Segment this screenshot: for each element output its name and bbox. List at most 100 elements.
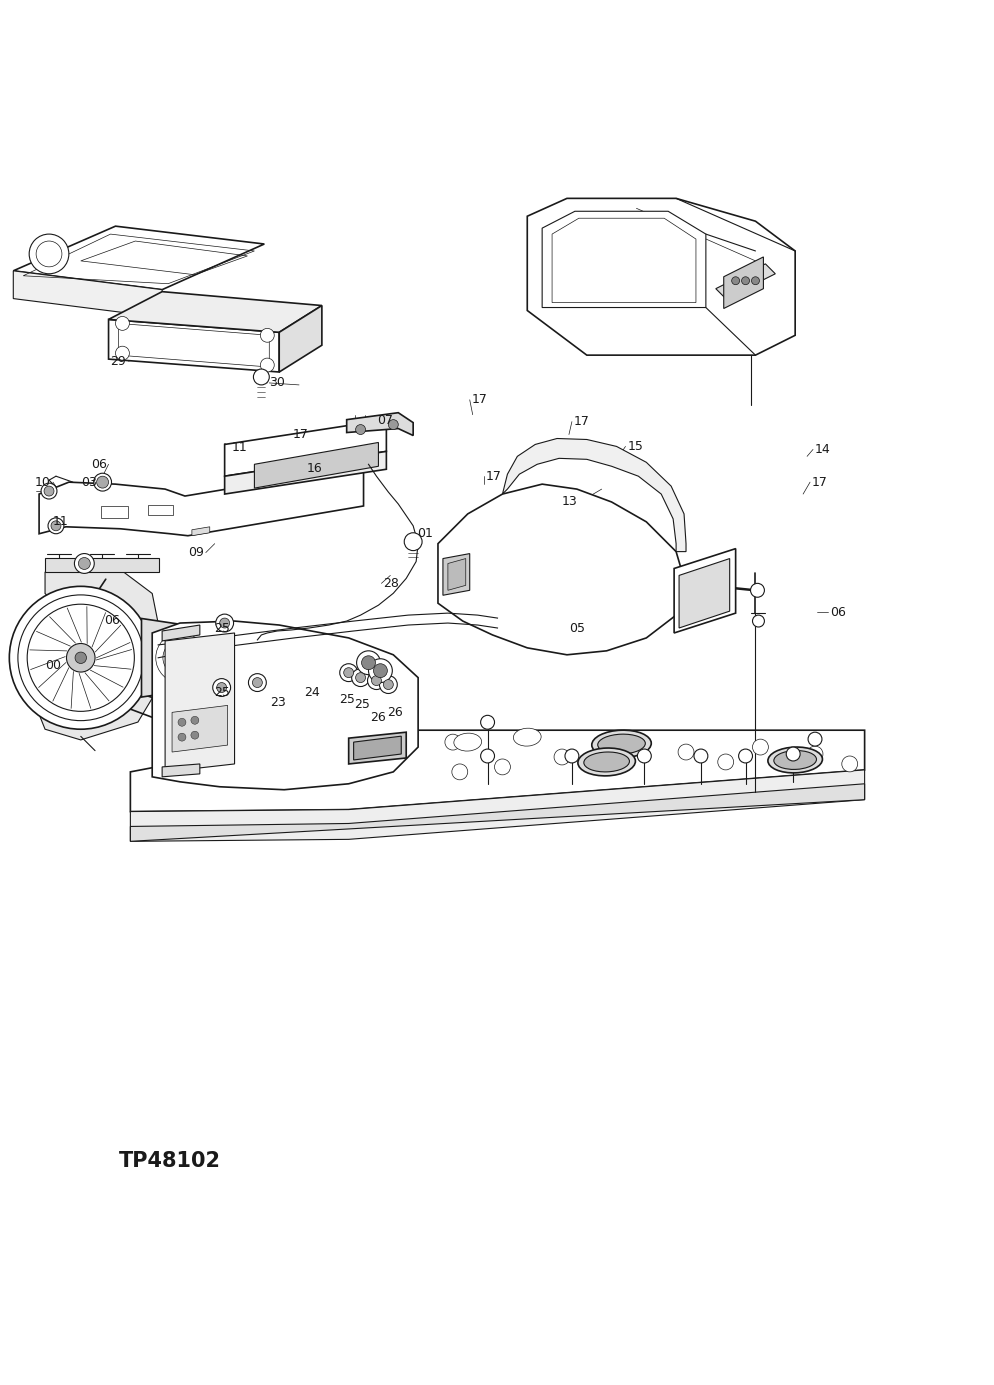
Circle shape bbox=[355, 425, 365, 435]
Circle shape bbox=[361, 655, 375, 670]
Text: 26: 26 bbox=[370, 711, 386, 724]
Text: 05: 05 bbox=[569, 622, 584, 634]
Text: 06: 06 bbox=[104, 614, 120, 626]
Text: 24: 24 bbox=[304, 686, 319, 699]
Circle shape bbox=[841, 756, 857, 771]
Polygon shape bbox=[723, 256, 762, 309]
Circle shape bbox=[248, 673, 266, 691]
Polygon shape bbox=[353, 737, 401, 760]
Polygon shape bbox=[172, 705, 228, 752]
Polygon shape bbox=[447, 558, 465, 590]
Polygon shape bbox=[130, 770, 864, 841]
Circle shape bbox=[751, 615, 763, 627]
Circle shape bbox=[383, 680, 393, 690]
Polygon shape bbox=[542, 212, 705, 307]
Text: 14: 14 bbox=[814, 443, 830, 456]
Polygon shape bbox=[279, 306, 321, 373]
Polygon shape bbox=[254, 442, 378, 488]
Circle shape bbox=[749, 583, 763, 597]
Circle shape bbox=[44, 486, 54, 496]
Text: 00: 00 bbox=[45, 659, 61, 672]
Circle shape bbox=[355, 673, 365, 683]
Polygon shape bbox=[141, 619, 217, 697]
Polygon shape bbox=[31, 572, 159, 740]
Text: 06: 06 bbox=[829, 605, 845, 619]
Circle shape bbox=[253, 368, 269, 385]
Polygon shape bbox=[527, 198, 794, 355]
Circle shape bbox=[191, 716, 199, 724]
Circle shape bbox=[480, 749, 494, 763]
Text: 11: 11 bbox=[232, 440, 248, 454]
Bar bbox=[148, 506, 173, 515]
Polygon shape bbox=[108, 292, 321, 332]
Circle shape bbox=[51, 521, 61, 530]
Circle shape bbox=[260, 359, 274, 373]
Circle shape bbox=[36, 241, 62, 267]
Text: 10: 10 bbox=[35, 475, 51, 489]
Circle shape bbox=[738, 749, 751, 763]
Circle shape bbox=[178, 719, 186, 726]
Text: 11: 11 bbox=[53, 515, 69, 528]
Ellipse shape bbox=[591, 730, 651, 758]
Text: 16: 16 bbox=[307, 461, 322, 475]
Circle shape bbox=[252, 677, 262, 687]
Polygon shape bbox=[13, 271, 162, 317]
Circle shape bbox=[637, 749, 651, 763]
Polygon shape bbox=[674, 548, 735, 633]
Circle shape bbox=[96, 476, 108, 488]
Bar bbox=[100, 506, 128, 518]
Circle shape bbox=[220, 618, 230, 627]
Polygon shape bbox=[13, 226, 264, 289]
Circle shape bbox=[693, 749, 707, 763]
Text: 29: 29 bbox=[110, 355, 126, 367]
Text: 09: 09 bbox=[188, 546, 204, 560]
Text: 01: 01 bbox=[416, 528, 432, 540]
Circle shape bbox=[494, 759, 510, 774]
Circle shape bbox=[806, 747, 822, 762]
Ellipse shape bbox=[597, 734, 645, 753]
Circle shape bbox=[260, 328, 274, 342]
Circle shape bbox=[9, 586, 152, 730]
Circle shape bbox=[677, 744, 693, 760]
Text: 15: 15 bbox=[627, 440, 643, 453]
Text: 06: 06 bbox=[90, 458, 106, 471]
Text: TP48102: TP48102 bbox=[119, 1151, 221, 1170]
Circle shape bbox=[717, 753, 733, 770]
Circle shape bbox=[79, 558, 90, 569]
Polygon shape bbox=[108, 320, 279, 373]
Ellipse shape bbox=[453, 733, 481, 751]
Text: 25: 25 bbox=[353, 698, 369, 711]
Circle shape bbox=[339, 663, 357, 681]
Circle shape bbox=[343, 668, 353, 677]
Circle shape bbox=[807, 733, 821, 747]
Ellipse shape bbox=[583, 752, 629, 771]
Text: 07: 07 bbox=[377, 414, 393, 427]
Circle shape bbox=[75, 554, 94, 573]
Circle shape bbox=[216, 614, 234, 632]
Polygon shape bbox=[165, 633, 235, 771]
Polygon shape bbox=[152, 620, 417, 789]
Circle shape bbox=[217, 683, 227, 692]
Circle shape bbox=[554, 749, 570, 765]
Circle shape bbox=[565, 749, 579, 763]
Circle shape bbox=[480, 715, 494, 730]
Circle shape bbox=[731, 277, 739, 285]
Circle shape bbox=[750, 277, 758, 285]
Polygon shape bbox=[225, 420, 386, 476]
Circle shape bbox=[751, 740, 767, 755]
Circle shape bbox=[351, 669, 369, 687]
Polygon shape bbox=[225, 452, 386, 494]
Circle shape bbox=[451, 765, 467, 780]
Text: 30: 30 bbox=[269, 377, 285, 389]
Polygon shape bbox=[437, 485, 685, 655]
Circle shape bbox=[191, 731, 199, 740]
Circle shape bbox=[27, 604, 134, 712]
Text: 03: 03 bbox=[81, 475, 96, 489]
Text: 17: 17 bbox=[293, 428, 309, 440]
Circle shape bbox=[41, 483, 57, 499]
Circle shape bbox=[18, 596, 143, 720]
Ellipse shape bbox=[767, 747, 822, 773]
Circle shape bbox=[75, 652, 86, 663]
Circle shape bbox=[741, 277, 748, 285]
Polygon shape bbox=[502, 439, 685, 551]
